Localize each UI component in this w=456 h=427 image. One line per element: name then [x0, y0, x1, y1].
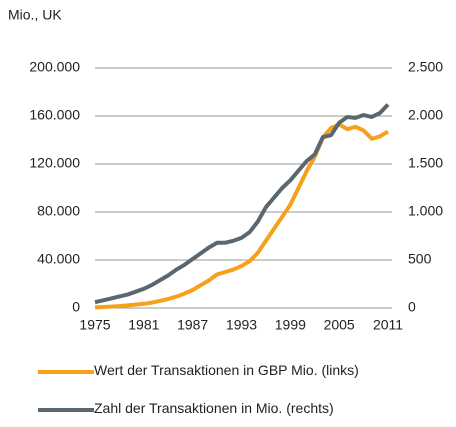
legend-label: Zahl der Transaktionen in Mio. (rechts)	[94, 400, 334, 416]
x-tick-label: 1987	[177, 317, 208, 333]
y-tick-label: 0	[72, 299, 80, 315]
y-tick-label: 200.000	[29, 59, 80, 75]
chart-title: Mio., UK	[8, 7, 62, 23]
y2-tick-label: 1.000	[408, 203, 443, 219]
series-line	[94, 122, 390, 310]
x-tick-label: 1993	[226, 317, 257, 333]
y2-tick-label: 0	[408, 299, 416, 315]
legend-swatch	[38, 370, 94, 374]
y2-tick-label: 2.500	[408, 59, 443, 75]
legend-swatch	[38, 408, 94, 412]
y2-tick-label: 500	[408, 251, 432, 267]
legend-label: Wert der Transaktionen in GBP Mio. (link…	[94, 362, 359, 378]
y-tick-label: 40.000	[37, 251, 80, 267]
x-tick-label: 1999	[275, 317, 306, 333]
x-tick-label: 2005	[324, 317, 355, 333]
y2-tick-label: 2.000	[408, 107, 443, 123]
y-tick-label: 120.000	[29, 155, 80, 171]
y2-tick-label: 1.500	[408, 155, 443, 171]
series-line	[94, 103, 390, 305]
x-tick-label: 2011	[373, 317, 403, 333]
chart: Mio., UK 0 40.000 80.000 120.000 160.000 200.…	[8, 7, 443, 333]
x-tick-label: 1981	[128, 317, 159, 333]
legend-item: Zahl der Transaktionen in Mio. (rechts)	[38, 400, 414, 417]
y-tick-label: 160.000	[29, 107, 80, 123]
legend-item: Wert der Transaktionen in GBP Mio. (link…	[38, 362, 414, 379]
y-tick-label: 80.000	[37, 203, 80, 219]
x-tick-label: 1975	[79, 317, 110, 333]
